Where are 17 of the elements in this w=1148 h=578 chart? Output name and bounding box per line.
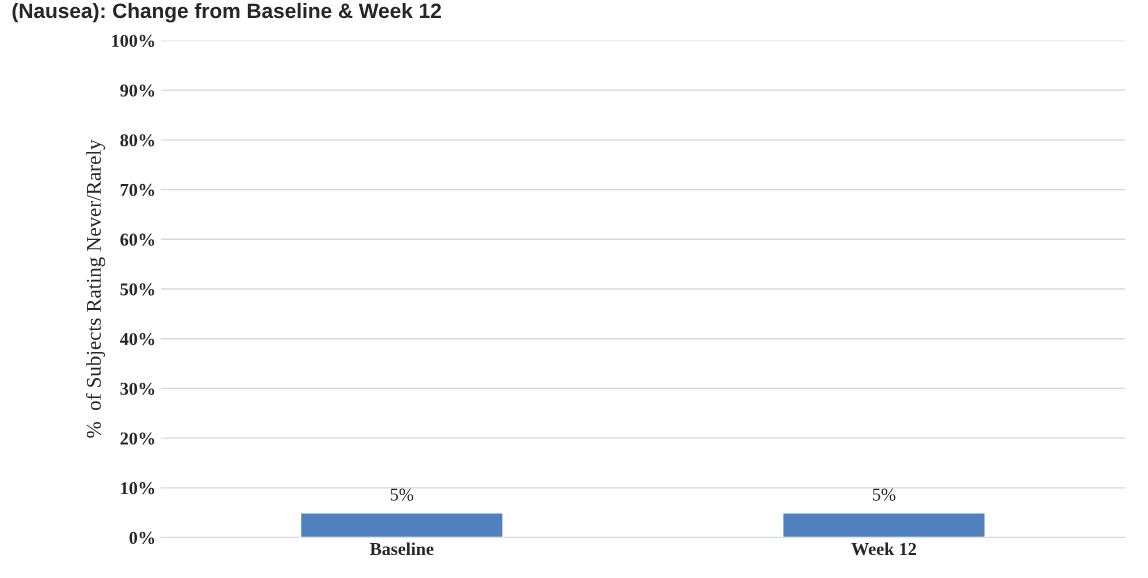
y-tick-label: 80%	[120, 134, 155, 147]
y-axis-title: % of Subjects Rating Never/Rarely	[86, 139, 106, 438]
y-tick-label: 70%	[120, 183, 155, 197]
y-tick-label: 90%	[120, 84, 155, 97]
y-tick-label: 30%	[120, 382, 155, 395]
y-tick-label: 100%	[112, 34, 155, 47]
data-label: 5%	[390, 488, 414, 501]
y-tick-label: 50%	[120, 283, 155, 296]
x-tick-label: Week 12	[851, 542, 917, 556]
y-tick-label: 20%	[120, 432, 155, 445]
y-tick-label: 40%	[120, 332, 155, 346]
y-tick-label: 10%	[121, 482, 155, 495]
y-tick-label: 0%	[129, 531, 155, 545]
y-tick-label: 60%	[120, 233, 155, 246]
data-label: 5%	[872, 488, 896, 501]
chart-title: (Nausea): Change from Baseline & Week 12	[12, 2, 441, 23]
x-tick-label: Baseline	[370, 542, 434, 556]
